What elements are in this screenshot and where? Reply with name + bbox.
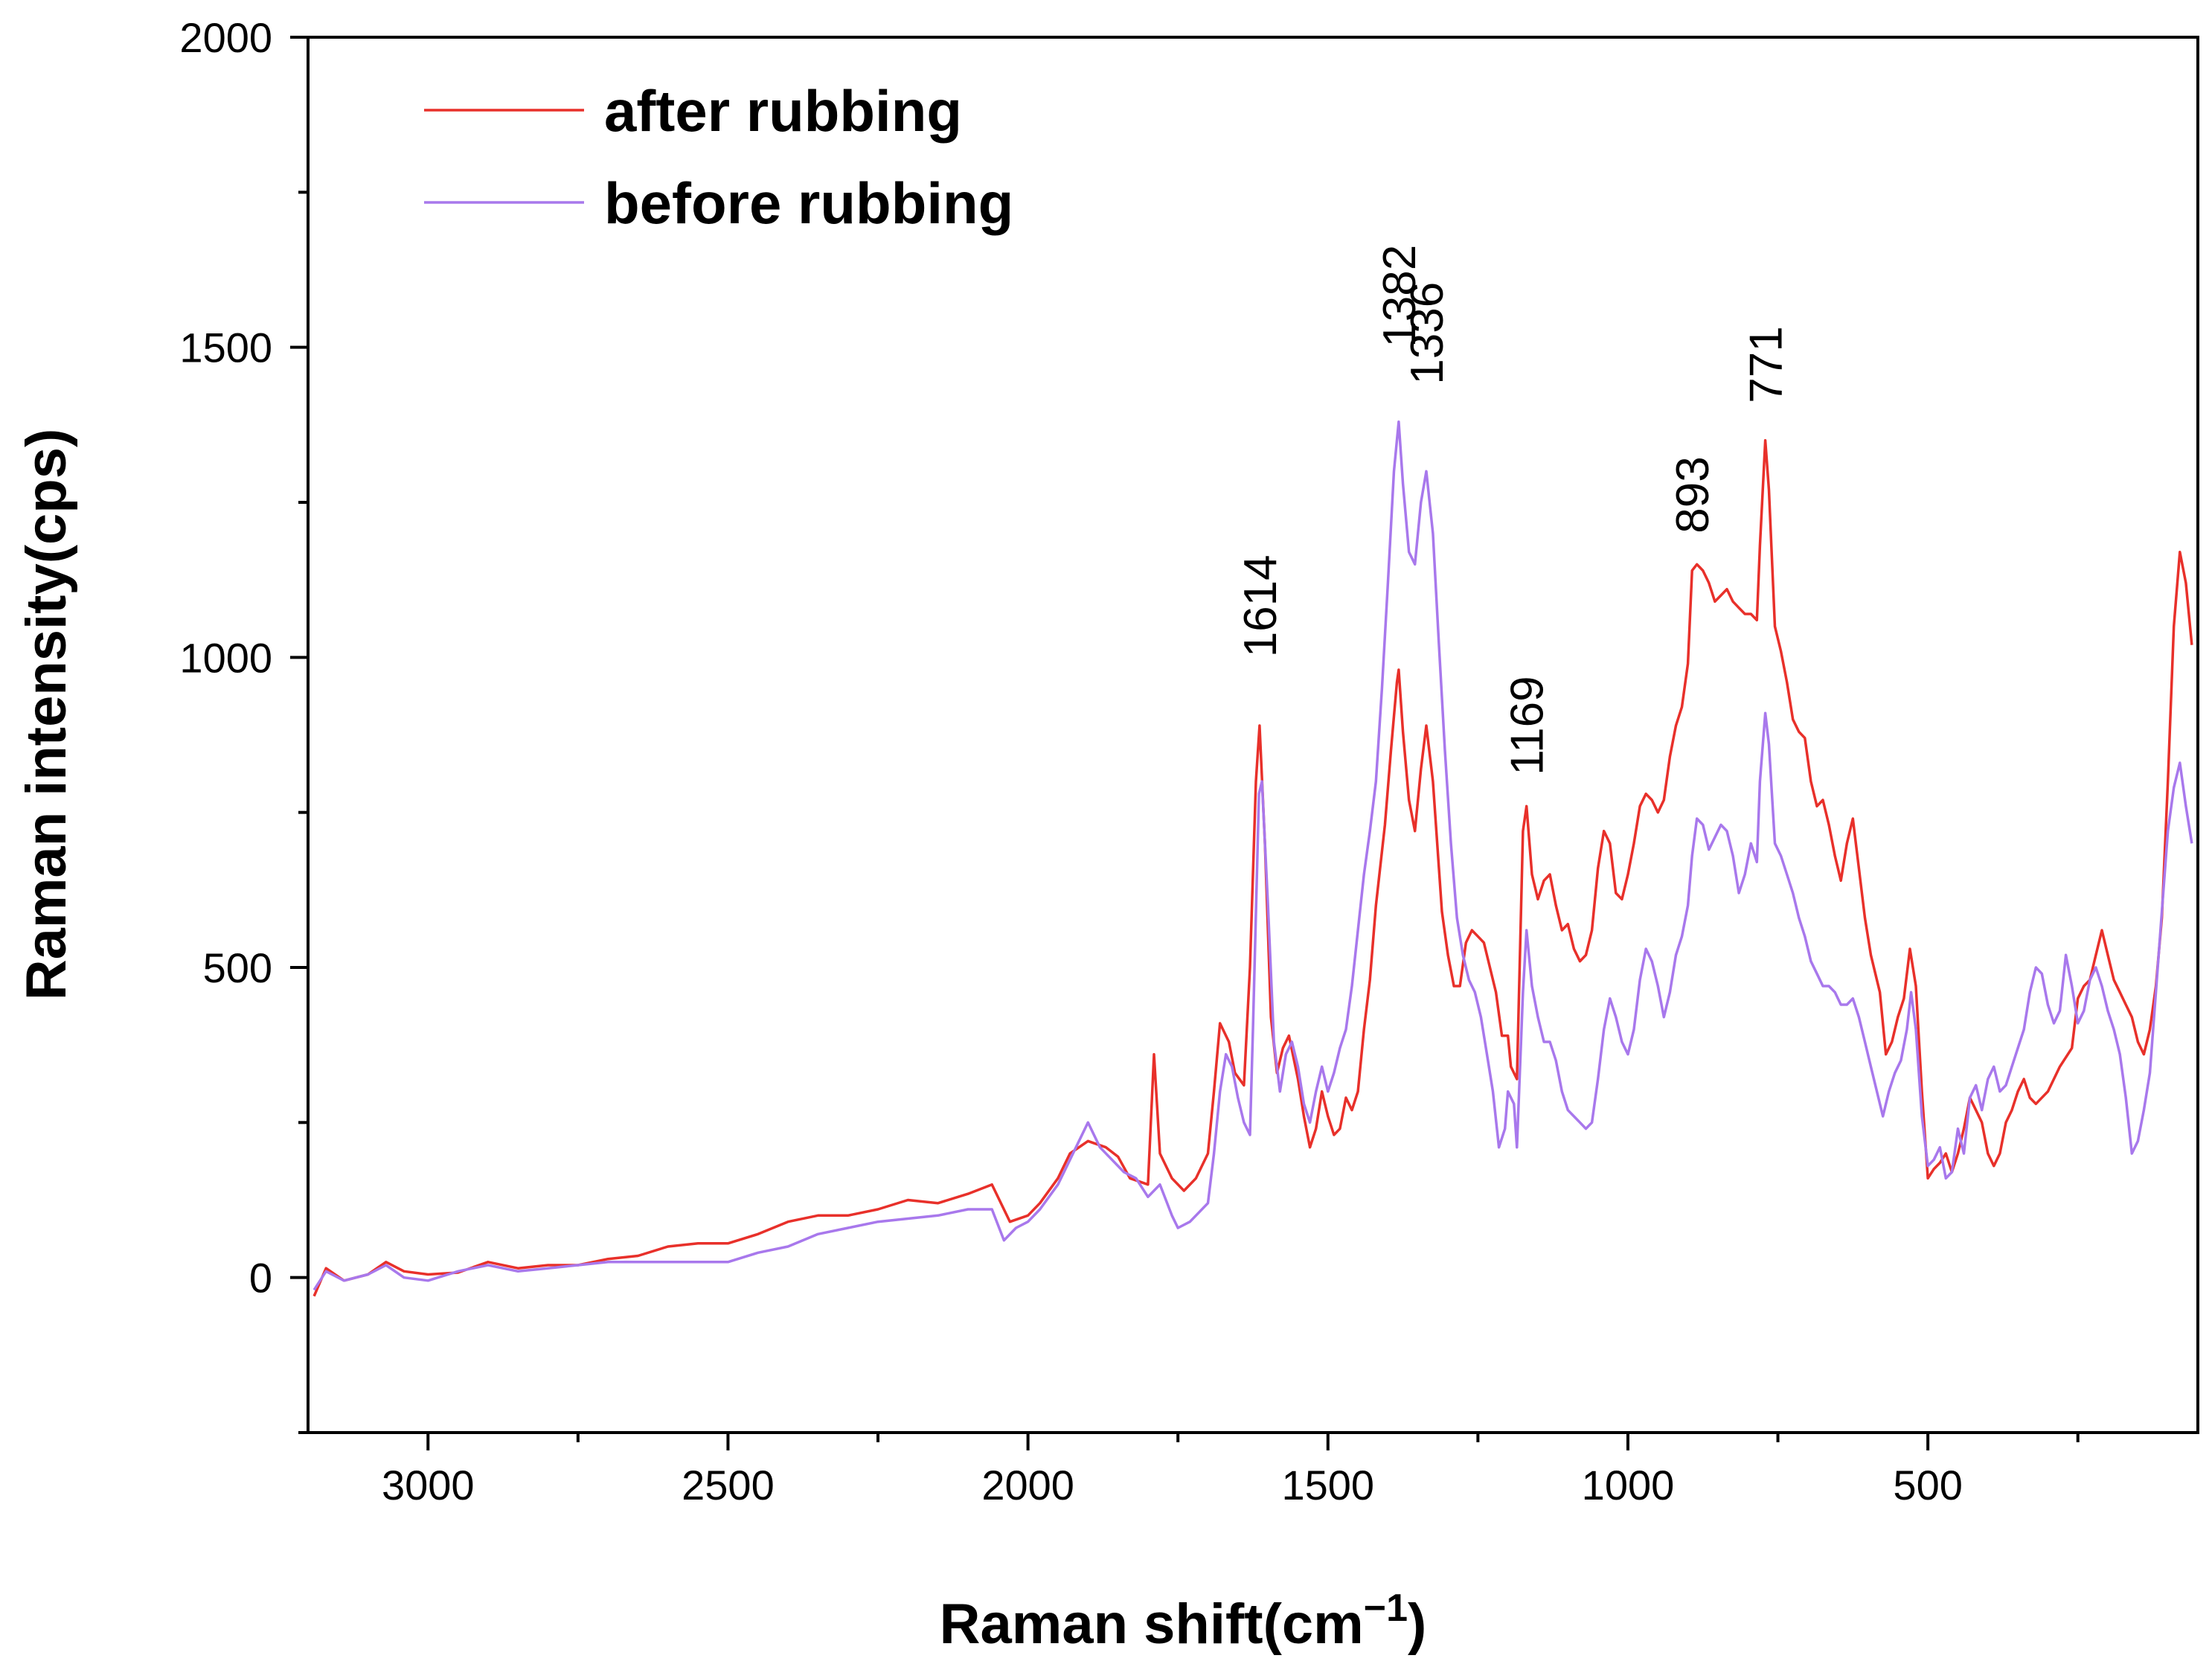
peak-label-1382: 1382 — [1374, 245, 1426, 348]
tick-layer: 3000 2500 2000 1500 1000 500 0 500 1000 1500 2000 — [179, 14, 2080, 1508]
series-layer — [312, 420, 2193, 1297]
series-line-before-rubbing — [312, 420, 2193, 1291]
peak-label-1169: 1169 — [1502, 676, 1554, 775]
x-tick-label: 2000 — [981, 1462, 1074, 1508]
y-axis-title: Raman intensity(cps) — [15, 429, 78, 1001]
legend-label-before-rubbing: before rubbing — [604, 170, 1013, 236]
legend: after rubbing before rubbing — [424, 78, 1013, 236]
x-tick-label: 3000 — [382, 1462, 475, 1508]
x-axis-title-close: ) — [1408, 1593, 1426, 1656]
x-tick-label: 2500 — [682, 1462, 775, 1508]
x-axis-title-main: Raman shift(cm — [940, 1593, 1364, 1656]
peak-label-1614: 1614 — [1235, 554, 1286, 657]
y-tick-label: 500 — [203, 944, 272, 991]
plot-frame — [307, 36, 2199, 1434]
x-tick-label: 1500 — [1282, 1462, 1375, 1508]
legend-label-after-rubbing: after rubbing — [604, 78, 962, 144]
peak-label-893: 893 — [1667, 456, 1719, 533]
y-tick-label: 1500 — [179, 324, 272, 371]
y-tick-label: 0 — [249, 1255, 272, 1302]
peak-label-1336: 1336 — [1402, 282, 1453, 385]
y-tick-label: 2000 — [179, 14, 272, 61]
x-tick-label: 500 — [1893, 1462, 1962, 1508]
y-tick-label: 1000 — [179, 634, 272, 681]
x-tick-label: 1000 — [1582, 1462, 1675, 1508]
peak-label-771: 771 — [1741, 326, 1792, 403]
x-axis-title-superscript: −1 — [1364, 1587, 1408, 1630]
x-axis-title: Raman shift(cm−1) — [940, 1587, 1427, 1656]
